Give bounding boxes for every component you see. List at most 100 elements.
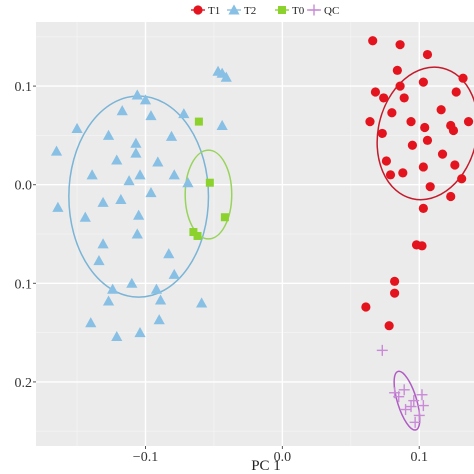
point-t2 (154, 294, 167, 305)
point-t1 (387, 108, 397, 118)
point-t1 (399, 93, 409, 103)
legend-label: T1 (208, 5, 220, 17)
point-t2 (131, 228, 143, 239)
axis-ticks: −0.1 0.0 0.1 0.1 0.0 0.1 0.2 (15, 80, 429, 465)
gridlines (36, 22, 474, 446)
point-t1 (425, 182, 435, 192)
point-t1 (457, 174, 467, 184)
point-t1 (420, 122, 430, 133)
point-t1 (458, 73, 468, 83)
point-t2 (165, 130, 178, 141)
point-t0 (194, 117, 203, 126)
point-t1 (390, 276, 400, 286)
legend-marker-icon (278, 6, 286, 14)
point-qc (413, 409, 425, 421)
point-t2 (107, 283, 119, 294)
point-t1 (395, 81, 405, 91)
point-t2 (50, 145, 63, 156)
legend-item-qc[interactable]: QC (307, 4, 339, 18)
point-t2 (130, 147, 142, 158)
point-t2 (130, 137, 142, 148)
y-tick-label: 0.2 (15, 376, 33, 391)
point-t2 (182, 177, 194, 188)
point-t0 (220, 213, 229, 222)
point-t2 (168, 268, 180, 279)
data-points (50, 36, 474, 428)
legend-label: T2 (244, 5, 256, 17)
point-qc (416, 389, 428, 401)
point-qc (393, 391, 405, 403)
point-t0 (193, 231, 202, 240)
point-qc (400, 404, 412, 416)
point-t0 (205, 178, 214, 187)
legend-item-t0[interactable]: T0 (275, 5, 305, 17)
point-t1 (422, 135, 433, 145)
point-t2 (150, 283, 163, 294)
point-t2 (131, 89, 143, 100)
legend-item-t2[interactable]: T2 (227, 4, 256, 17)
point-t1 (384, 321, 394, 331)
point-t2 (145, 186, 157, 198)
legend-label: T0 (292, 5, 305, 17)
ellipse-qc (393, 370, 421, 431)
point-t2 (220, 71, 232, 82)
point-t2 (134, 169, 146, 180)
legend[interactable]: T1 T2 T0 QC (191, 4, 339, 17)
point-t1 (418, 77, 428, 87)
legend-label: QC (324, 5, 339, 17)
point-qc (409, 416, 421, 428)
point-t1 (390, 288, 400, 298)
legend-marker-icon (193, 5, 203, 15)
point-t2 (102, 129, 115, 140)
point-t1 (395, 40, 405, 50)
point-t2 (111, 330, 123, 342)
point-t1 (418, 162, 428, 172)
point-t1 (385, 170, 396, 180)
point-t2 (145, 110, 157, 121)
x-tick-label: 0.0 (274, 450, 292, 465)
point-t2 (139, 94, 152, 105)
point-qc (405, 401, 417, 413)
point-t1 (418, 203, 428, 213)
point-t1 (406, 116, 416, 127)
point-t2 (152, 156, 164, 167)
legend-marker-icon (308, 4, 320, 16)
y-tick-label: 0.1 (15, 80, 33, 95)
point-t2 (116, 105, 128, 116)
point-t2 (178, 108, 190, 119)
point-t1 (381, 156, 391, 166)
point-qc (398, 384, 410, 396)
point-t1 (377, 128, 387, 139)
x-axis-title: PC 1 (251, 458, 281, 474)
point-t2 (163, 248, 175, 259)
point-t2 (97, 238, 109, 249)
point-t2 (196, 297, 208, 308)
point-t1 (398, 168, 408, 178)
point-t2 (123, 175, 135, 186)
y-tick-label: 0.0 (15, 179, 33, 194)
y-tick-label: 0.1 (15, 277, 33, 292)
point-t1 (448, 125, 459, 136)
point-t1 (436, 105, 446, 115)
point-t1 (368, 36, 378, 46)
point-t2 (102, 295, 115, 306)
point-t2 (126, 277, 138, 288)
ellipse-t1 (376, 66, 474, 201)
point-t1 (422, 49, 433, 60)
point-t1 (361, 302, 371, 312)
legend-item-t1[interactable]: T1 (191, 5, 220, 17)
point-t1 (450, 160, 460, 170)
x-tick-label: 0.1 (411, 450, 429, 465)
point-t1 (370, 87, 381, 97)
point-t2 (71, 122, 83, 133)
point-t2 (79, 211, 91, 222)
point-t1 (446, 191, 456, 202)
point-qc (408, 395, 420, 407)
point-t2 (85, 317, 97, 328)
point-t1 (379, 93, 389, 103)
point-qc (417, 400, 429, 412)
point-t1 (365, 116, 375, 127)
point-t2 (153, 314, 165, 325)
point-t2 (93, 255, 105, 266)
